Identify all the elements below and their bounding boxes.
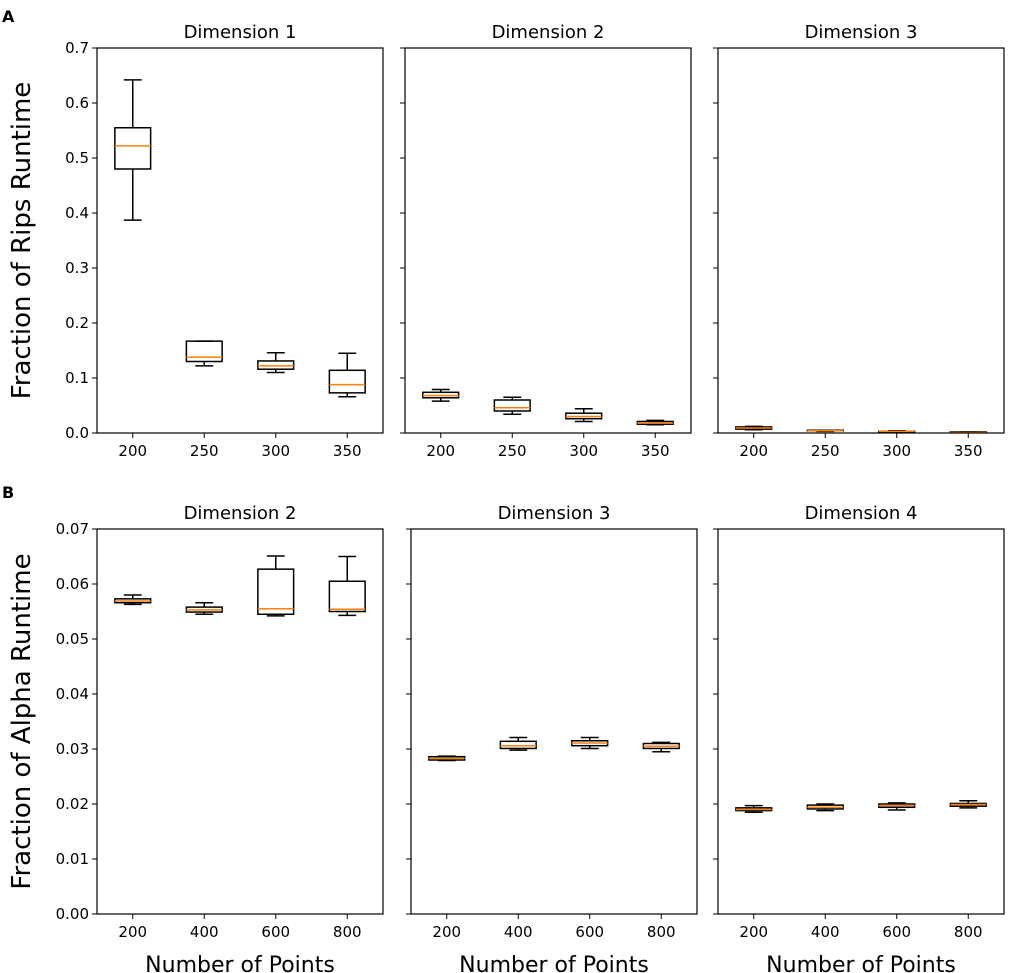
panel-letter-b: B	[2, 483, 14, 502]
chart-title: Dimension 3	[805, 22, 918, 43]
chart-2: Dimension 2 200 250 300 350	[400, 22, 692, 460]
charts-group: Dimension 1 0.0 0.1 0.2 0.3 0.4 0.5 0.6 0.7 200 25…	[7, 22, 1005, 973]
box-350	[636, 419, 674, 426]
box-200	[114, 594, 152, 606]
box-200	[114, 79, 152, 221]
y-tick-label: 0.01	[56, 850, 89, 868]
y-tick-label: 0.6	[65, 94, 89, 112]
box-200	[422, 388, 460, 402]
axes-frame	[96, 528, 384, 915]
box-body	[328, 369, 366, 394]
x-tick-label: 200	[118, 442, 147, 460]
y-tick-label: 0.06	[56, 575, 89, 593]
box-600	[571, 736, 609, 750]
x-tick-label: 800	[333, 923, 362, 941]
chart-5: Dimension 3 200 400 600 800 Number of Points	[406, 503, 698, 973]
y-tick-label: 0.03	[56, 740, 89, 758]
chart-6: Dimension 4 200 400 600 800 Number of Points	[713, 503, 1005, 973]
x-tick-label: 250	[811, 442, 840, 460]
box-body	[185, 340, 223, 363]
y-tick-label: 0.1	[65, 369, 89, 387]
panel-letter-a: A	[2, 7, 15, 26]
x-tick-label: 200	[118, 923, 147, 941]
y-tick-label: 0.02	[56, 795, 89, 813]
box-body	[257, 360, 295, 370]
box-350	[949, 431, 987, 434]
axes-frame	[410, 528, 698, 915]
x-tick-label: 250	[498, 442, 527, 460]
box-800	[328, 555, 366, 617]
x-tick-label: 200	[739, 442, 768, 460]
box-250	[806, 429, 844, 433]
x-tick-label: 600	[575, 923, 604, 941]
box-300	[257, 351, 295, 374]
chart-3: Dimension 3 200 250 300 350	[713, 22, 1005, 460]
x-axis-label: Number of Points	[145, 953, 335, 973]
axes-frame	[717, 47, 1005, 434]
chart-4: Dimension 2 0.00 0.01 0.02 0.03 0.04 0.05 0.06 0…	[7, 503, 384, 973]
box-300	[565, 408, 603, 423]
y-tick-label: 0.5	[65, 149, 89, 167]
axes-frame	[717, 528, 1005, 915]
x-tick-label: 250	[190, 442, 219, 460]
chart-title: Dimension 3	[498, 503, 611, 524]
y-tick-label: 0.00	[56, 905, 89, 923]
box-200	[428, 755, 466, 762]
box-400	[499, 736, 537, 751]
axes-frame	[404, 47, 692, 434]
box-250	[185, 340, 223, 367]
axes-frame	[96, 47, 384, 434]
y-axis-label: Fraction of Rips Runtime	[7, 82, 37, 400]
box-body	[257, 568, 295, 616]
y-tick-label: 0.3	[65, 259, 89, 277]
box-body	[114, 127, 152, 170]
x-tick-label: 600	[261, 923, 290, 941]
y-tick-label: 0.07	[56, 520, 89, 538]
box-800	[642, 741, 680, 753]
y-tick-label: 0.7	[65, 39, 89, 57]
chart-title: Dimension 2	[492, 22, 605, 43]
y-tick-label: 0.05	[56, 630, 89, 648]
box-800	[949, 799, 987, 809]
x-tick-label: 350	[641, 442, 670, 460]
x-tick-label: 200	[426, 442, 455, 460]
box-body	[328, 580, 366, 613]
x-tick-label: 800	[954, 923, 983, 941]
x-tick-label: 600	[882, 923, 911, 941]
box-250	[493, 396, 531, 416]
box-200	[735, 804, 773, 813]
chart-title: Dimension 1	[184, 22, 297, 43]
y-axis-label: Fraction of Alpha Runtime	[7, 553, 37, 889]
x-tick-label: 200	[739, 923, 768, 941]
y-tick-label: 0.2	[65, 314, 89, 332]
box-body	[493, 399, 531, 412]
x-axis-label: Number of Points	[459, 953, 649, 973]
box-400	[806, 803, 844, 812]
x-tick-label: 200	[432, 923, 461, 941]
y-tick-label: 0.04	[56, 685, 89, 703]
x-tick-label: 350	[333, 442, 362, 460]
x-tick-label: 800	[647, 923, 676, 941]
x-tick-label: 400	[190, 923, 219, 941]
box-200	[735, 425, 773, 431]
x-tick-label: 350	[954, 442, 983, 460]
box-600	[257, 555, 295, 617]
box-350	[328, 352, 366, 398]
box-600	[878, 802, 916, 811]
x-tick-label: 300	[569, 442, 598, 460]
box-300	[878, 430, 916, 433]
chart-title: Dimension 2	[184, 503, 297, 524]
x-tick-label: 400	[811, 923, 840, 941]
x-axis-label: Number of Points	[766, 953, 956, 973]
x-tick-label: 300	[261, 442, 290, 460]
x-tick-label: 400	[504, 923, 533, 941]
x-tick-label: 300	[882, 442, 911, 460]
y-tick-label: 0.0	[65, 424, 89, 442]
y-tick-label: 0.4	[65, 204, 89, 222]
chart-1: Dimension 1 0.0 0.1 0.2 0.3 0.4 0.5 0.6 0.7 200 25…	[7, 22, 384, 460]
box-400	[185, 601, 223, 615]
box-body	[499, 740, 537, 750]
chart-title: Dimension 4	[805, 503, 918, 524]
